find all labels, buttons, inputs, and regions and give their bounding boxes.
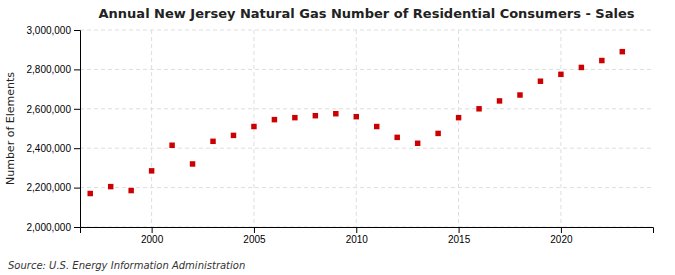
grid-line-y xyxy=(80,148,653,149)
tick-mark xyxy=(74,188,80,189)
tick-mark xyxy=(74,109,80,110)
tick-label: 2,000,000 xyxy=(27,222,72,233)
tick-mark xyxy=(74,30,80,31)
grid-line-y xyxy=(80,69,653,70)
tick-label: 2,400,000 xyxy=(27,143,72,154)
point xyxy=(374,124,379,129)
tick-mark xyxy=(152,227,153,233)
point xyxy=(169,143,174,148)
tick: 2005 xyxy=(243,227,266,245)
tick-mark xyxy=(74,69,80,70)
point xyxy=(87,191,92,196)
x-axis: 2000 2005 2010 2015 2020 xyxy=(81,227,654,245)
plot-area: 200020052010201520202,000,0002,200,0002,… xyxy=(27,25,654,245)
point xyxy=(128,188,133,193)
point xyxy=(272,117,277,122)
tick-mark xyxy=(74,227,80,228)
tick-label: 2,800,000 xyxy=(27,64,72,75)
point xyxy=(231,133,236,138)
point xyxy=(394,135,399,140)
grid-line-x xyxy=(151,30,152,227)
point xyxy=(333,111,338,116)
tick-mark xyxy=(356,227,357,233)
tick: 3,000,000 xyxy=(27,25,81,36)
axis-line xyxy=(81,228,654,234)
tick-label: 2010 xyxy=(346,234,369,245)
point xyxy=(313,113,318,118)
tick-label: 2015 xyxy=(448,234,471,245)
tick-mark xyxy=(459,227,460,233)
tick-label: 2020 xyxy=(550,234,573,245)
point xyxy=(108,184,113,189)
annotation: Source: U.S. Energy Information Administ… xyxy=(8,260,245,271)
tick: 2,600,000 xyxy=(27,104,81,115)
point xyxy=(476,106,481,111)
tick-label: 2,200,000 xyxy=(27,182,72,193)
grid-line-x xyxy=(458,30,459,227)
chart: 200020052010201520202,000,0002,200,0002,… xyxy=(0,0,675,275)
point xyxy=(620,49,625,54)
tick: 2010 xyxy=(346,227,369,245)
point xyxy=(251,124,256,129)
point xyxy=(456,115,461,120)
point xyxy=(497,98,502,103)
point xyxy=(435,131,440,136)
tick-mark xyxy=(254,227,255,233)
point xyxy=(579,65,584,70)
tick-mark xyxy=(561,227,562,233)
point xyxy=(149,168,154,173)
y-axis-title: Number of Elements xyxy=(4,72,17,185)
tick: 2015 xyxy=(448,227,471,245)
point xyxy=(210,139,215,144)
tick: 2000 xyxy=(141,227,164,245)
grid-line-y xyxy=(80,30,653,31)
point xyxy=(558,72,563,77)
tick-label: 2000 xyxy=(141,234,164,245)
point xyxy=(415,141,420,146)
tick: 2,000,000 xyxy=(27,222,81,233)
tick: 2020 xyxy=(550,227,573,245)
point xyxy=(599,58,604,63)
tick-label: 3,000,000 xyxy=(27,25,72,36)
grid-line-y xyxy=(80,108,653,109)
tick-label: 2,600,000 xyxy=(27,104,72,115)
grid-line-y xyxy=(80,187,653,188)
point xyxy=(354,114,359,119)
point xyxy=(292,115,297,120)
tick-mark xyxy=(74,148,80,149)
grid xyxy=(80,30,653,227)
point xyxy=(517,92,522,97)
tick: 2,800,000 xyxy=(27,64,81,75)
tick: 2,400,000 xyxy=(27,143,81,154)
tick: 2,200,000 xyxy=(27,182,81,193)
grid-line-x xyxy=(356,30,357,227)
title: Annual New Jersey Natural Gas Number of … xyxy=(99,6,635,21)
points xyxy=(87,49,625,196)
point xyxy=(538,78,543,83)
axis-line xyxy=(74,31,81,228)
grid-line-x xyxy=(560,30,561,227)
tick-label: 2005 xyxy=(243,234,266,245)
point xyxy=(190,161,195,166)
y-axis: 2,000,000 2,200,000 2,400,000 2,600,000 2,80… xyxy=(27,25,81,233)
